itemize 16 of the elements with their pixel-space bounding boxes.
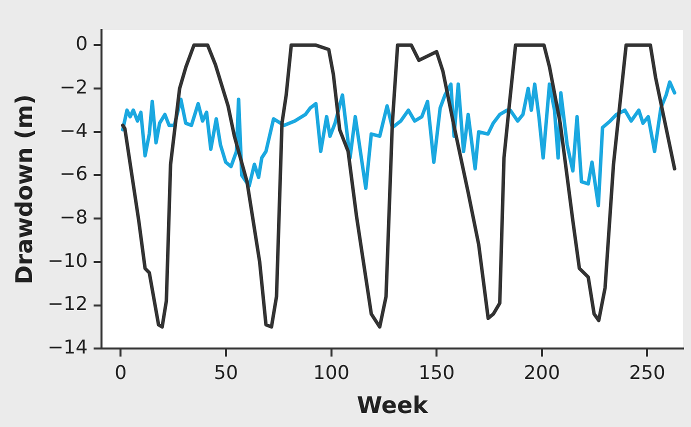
x-axis-title: Week — [356, 393, 429, 420]
x-tick-label: 250 — [629, 362, 666, 384]
y-tick-label: −2 — [60, 76, 88, 98]
y-tick-label: −8 — [60, 206, 88, 228]
x-tick-label: 50 — [214, 362, 238, 384]
y-tick-label: −4 — [60, 120, 88, 142]
y-axis-title: Drawdown (m) — [12, 94, 38, 284]
x-tick-label: 150 — [418, 362, 455, 384]
y-tick-label: −14 — [48, 336, 88, 359]
y-tick-label: −12 — [48, 293, 88, 316]
x-tick-label: 100 — [313, 362, 350, 384]
x-tick-label: 200 — [524, 362, 560, 384]
y-tick-label: −6 — [60, 163, 88, 186]
y-tick-label: 0 — [76, 33, 88, 56]
y-tick-label: −10 — [48, 250, 88, 272]
x-tick-label: 0 — [114, 362, 127, 384]
